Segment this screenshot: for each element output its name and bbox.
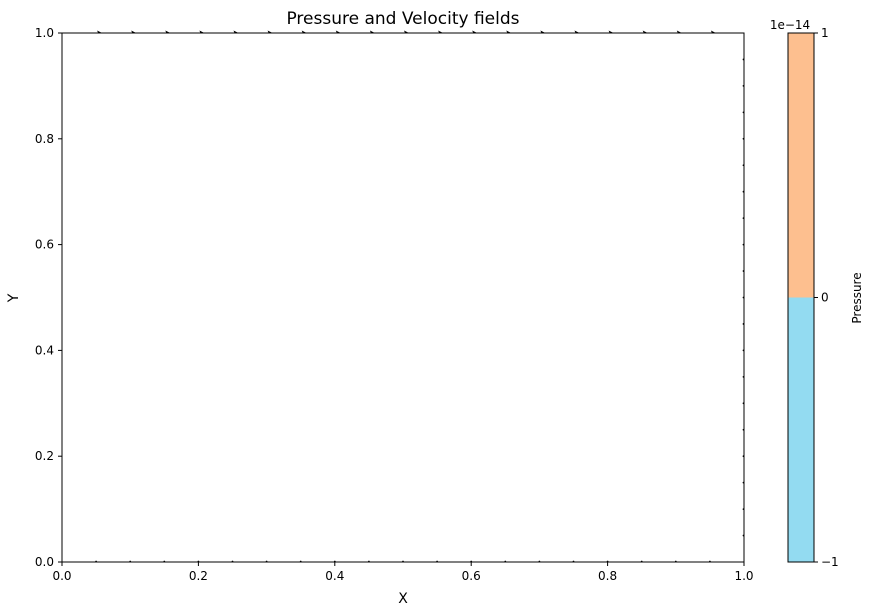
velocity-arrowhead	[267, 30, 273, 33]
velocity-arrowhead	[506, 30, 512, 33]
velocity-arrowhead	[131, 30, 137, 33]
colorbar-label: Pressure	[850, 272, 864, 323]
velocity-arrowhead	[608, 30, 614, 33]
colorbar-tick-label: 0	[821, 291, 829, 305]
velocity-arrowhead	[642, 30, 648, 33]
velocity-arrowhead	[233, 30, 239, 33]
y-tick-label: 0.0	[35, 555, 54, 569]
velocity-arrowhead	[301, 30, 307, 33]
plot-frame	[61, 32, 745, 563]
colorbar-segment	[788, 33, 814, 298]
x-tick-label: 0.2	[189, 569, 208, 583]
x-axis-label: X	[398, 591, 408, 607]
colorbar-segment	[788, 297, 814, 562]
y-axis-label: Y	[6, 293, 22, 303]
velocity-arrowhead	[165, 30, 171, 33]
chart-title: Pressure and Velocity fields	[286, 9, 519, 29]
y-tick-label: 0.8	[35, 132, 54, 146]
y-tick-label: 1.0	[35, 26, 54, 40]
velocity-arrowhead	[710, 30, 716, 33]
velocity-arrowhead	[540, 30, 546, 33]
velocity-arrowhead	[472, 30, 478, 33]
velocity-arrowhead	[199, 30, 205, 33]
x-tick-label: 0.8	[598, 569, 617, 583]
velocity-arrowhead	[369, 30, 375, 33]
y-tick-label: 0.2	[35, 449, 54, 463]
colorbar-tick-label: 1	[821, 26, 829, 40]
velocity-arrowhead	[404, 30, 409, 33]
velocity-arrowhead	[676, 30, 682, 33]
x-axis-ticks: 0.0 0.2 0.4 0.6 0.8 1.0	[52, 562, 754, 583]
y-axis-ticks: 0.0 0.2 0.4 0.6 0.8 1.0	[35, 26, 62, 569]
x-tick-label: 0.6	[462, 569, 481, 583]
x-tick-label: 1.0	[734, 569, 753, 583]
velocity-arrowhead	[438, 30, 444, 33]
colorbar-offset-text: 1e−14	[770, 18, 810, 32]
colorbar: −1 0 1	[788, 26, 839, 569]
plot-area	[62, 33, 744, 562]
x-tick-label: 0.0	[52, 569, 71, 583]
velocity-arrowhead	[97, 30, 103, 33]
x-tick-label: 0.4	[325, 569, 344, 583]
velocity-arrowhead	[335, 30, 341, 33]
y-tick-label: 0.4	[35, 343, 54, 357]
colorbar-frame	[787, 32, 815, 563]
velocity-arrowhead	[574, 30, 580, 33]
y-tick-label: 0.6	[35, 238, 54, 252]
colorbar-tick-label: −1	[821, 555, 839, 569]
